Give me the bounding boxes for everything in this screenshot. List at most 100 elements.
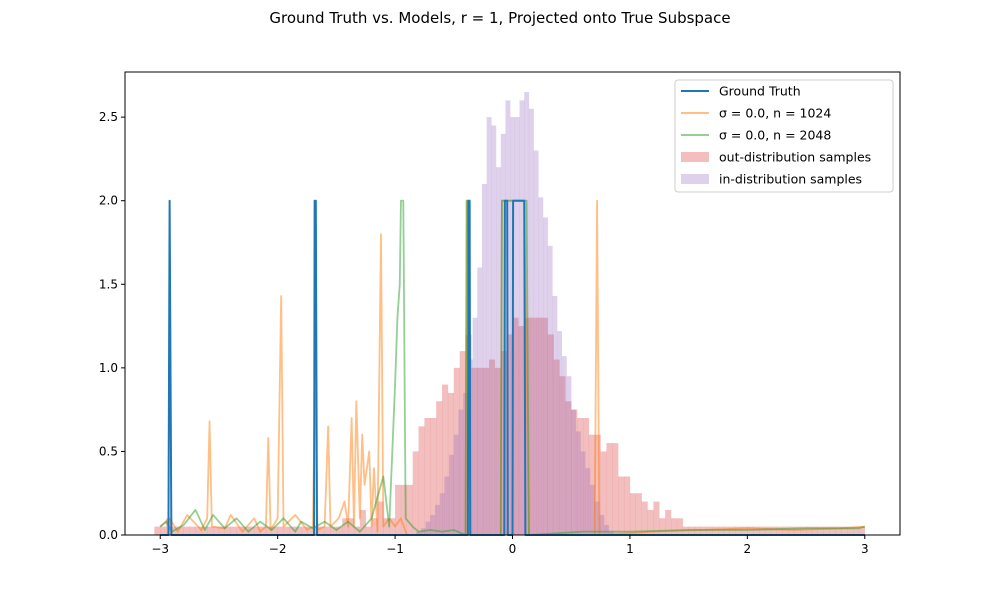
hist-bar [477,367,484,535]
legend-swatch [681,152,709,162]
y-tick-label: 1.0 [99,361,118,375]
hist-bar [318,526,325,535]
y-tick-label: 0.5 [99,444,118,458]
hist-bar [599,514,605,535]
hist-bar [481,183,487,535]
y-tick-label: 1.5 [99,277,118,291]
hist-bar [160,526,167,535]
hist-bar [853,526,860,535]
hist-bar [776,526,783,535]
hist-bar [447,392,454,535]
hist-bar [435,504,440,535]
hist-bar [486,117,492,535]
hist-bar [416,531,422,535]
hist-bar [189,526,196,535]
hist-bar [453,434,459,535]
x-tick-label: −1 [386,542,404,556]
hist-bar [477,267,483,535]
hist-bar [353,526,361,535]
hist-bar [817,526,824,535]
hist-bar [224,526,231,535]
y-tick-label: 2.0 [99,194,118,208]
hist-bar [330,526,337,535]
legend-label: Ground Truth [719,84,801,99]
hist-bar [759,526,766,535]
hist-bar [764,526,772,535]
x-tick-label: 1 [626,542,634,556]
axes-layer: −3 −2 −1 0 1 2 3 0.0 0.5 1.0 1.5 2.0 2.5 [99,71,901,556]
hist-bar [254,526,261,535]
y-tick-label: 0.0 [99,528,118,542]
series-line [160,199,865,536]
hist-bar [312,526,319,535]
hist-bar [395,484,402,535]
hist-bar [676,518,683,535]
hist-bar [612,443,619,535]
hist-bar [472,317,478,535]
hist-bar [512,317,519,535]
hist-bar [471,367,478,535]
hist-bar [585,468,591,535]
hist-bar [242,526,249,535]
hist-bar [412,451,419,535]
hist-bar [806,526,813,535]
legend-label: out-distribution samples [719,150,871,165]
hist-bar [449,454,454,535]
hist-bar [483,367,490,535]
hist-bar [459,351,466,535]
hist-bar [301,526,308,535]
hist-bar [377,501,384,535]
chart-title: Ground Truth vs. Models, r = 1, Projecte… [269,9,731,27]
hist-bar [342,518,349,535]
hist-bar [365,526,372,535]
hist-bar [671,518,678,535]
hist-bar [782,526,789,535]
legend-label: in-distribution samples [719,172,862,187]
hist-bar [528,108,534,536]
hist-bar [600,451,607,535]
hist-bar [553,359,560,535]
hist-bar [594,501,600,535]
hist-bar [496,167,501,536]
hist-bar [230,526,237,535]
hist-bar [575,431,581,535]
hist-bar [566,376,572,535]
hist-bar [582,417,590,535]
x-tick-label: 0 [509,542,517,556]
hist-bar [418,426,425,535]
series-line [159,199,866,536]
hist-bar [590,484,595,535]
x-tick-label: −3 [151,542,169,556]
hist-bar [580,451,586,535]
hist-bar [183,526,190,535]
hist-bar [577,417,584,535]
hist-bar [547,334,554,535]
legend-swatch [681,174,709,184]
legend-box [674,79,894,193]
hist-bar [295,526,302,535]
hist-bar [606,443,613,535]
hist-bar [635,493,642,535]
series-layer [154,92,866,536]
hist-bar [594,434,601,535]
hist-bar [847,526,854,535]
hist-bar [571,409,578,535]
hist-bar [439,493,445,535]
hist-bar [629,493,636,535]
hist-bar [277,526,284,535]
hist-bar [400,484,408,535]
hist-bar [307,526,314,535]
hist-bar [453,367,460,535]
hist-bar [236,526,243,535]
hist-bar [835,526,842,535]
hist-bar [624,476,631,535]
hist-bar [201,526,208,535]
hist-bar [359,509,366,535]
hist-bar [543,217,548,536]
hist-bar [788,526,795,535]
hist-bar [458,409,464,535]
hist-bar [557,331,563,535]
hist-bar [829,526,836,535]
